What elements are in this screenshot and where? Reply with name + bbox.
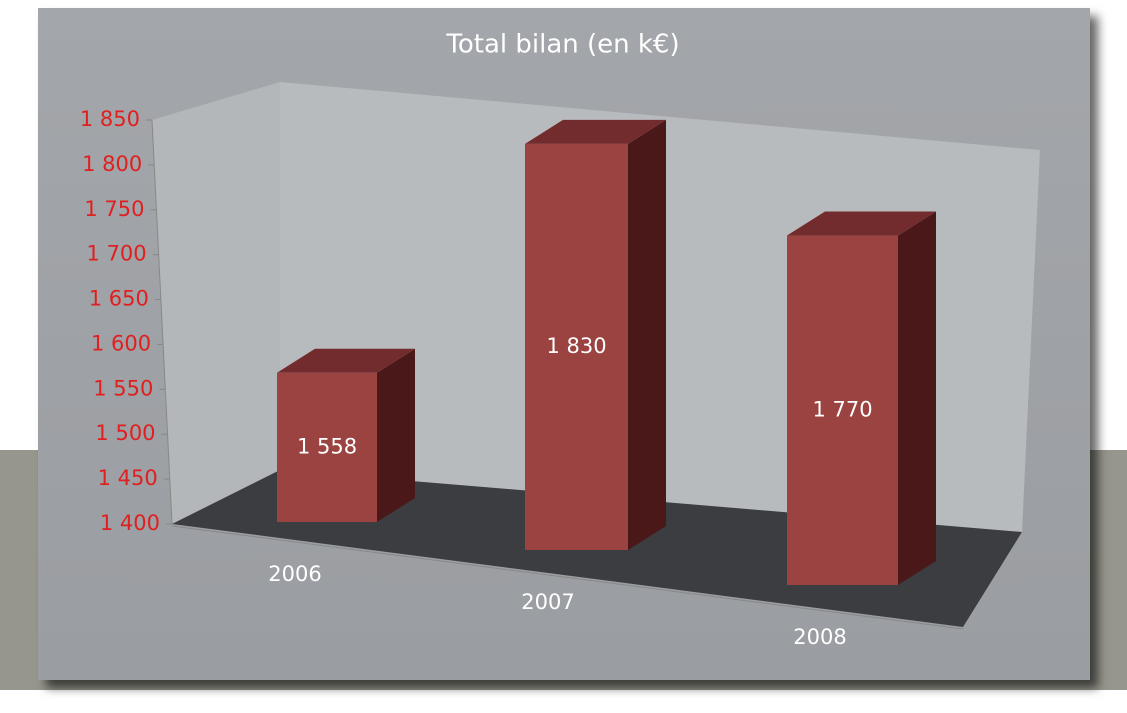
bar [277,372,377,522]
bar-top [277,348,415,373]
y-tick-label: 1 450 [98,466,158,490]
bar [525,143,628,550]
bar-top [787,211,936,236]
y-tick-label: 1 550 [93,376,153,400]
bar-side [377,348,415,522]
y-tick-label: 1 700 [87,242,147,266]
left-wall [152,82,280,524]
x-tick-label: 2006 [268,562,321,586]
bar-side [628,119,666,550]
y-tick-label: 1 650 [89,287,149,311]
y-tick-label: 1 400 [100,511,160,535]
data-label: 1 770 [812,397,872,421]
x-axis [171,525,964,630]
y-tick-label: 1 850 [80,107,140,131]
bar-side [898,211,936,586]
data-label: 1 558 [297,434,357,458]
y-tick-label: 1 600 [91,331,151,355]
chart-title: Total bilan (en k€) [445,30,679,60]
y-tick-label: 1 750 [84,197,144,221]
y-axis [151,119,173,525]
y-tick-label: 1 500 [95,421,155,445]
bar [787,235,898,586]
y-tick-label: 1 800 [82,152,142,176]
x-tick-label: 2007 [521,590,574,614]
x-tick-label: 2008 [793,625,846,649]
bar-top [525,119,666,144]
data-label: 1 830 [546,334,606,358]
